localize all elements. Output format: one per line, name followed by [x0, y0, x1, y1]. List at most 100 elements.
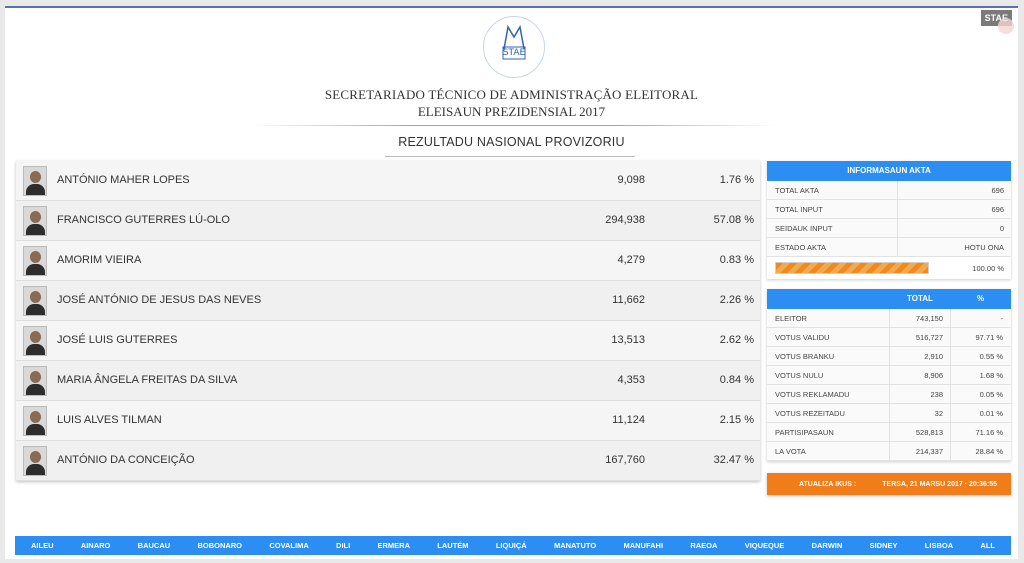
district-link[interactable]: ERMERA [377, 541, 411, 550]
candidate-name: ANTÓNIO DA CONCEIÇÃO [57, 454, 195, 466]
totals-row-total: 32 [934, 409, 943, 418]
totals-row-percent: 0.05 % [979, 390, 1003, 399]
candidate-percent: 2.26 % [719, 294, 754, 306]
akta-row-label: SEIDAUK INPUT [775, 224, 833, 233]
candidate-name: FRANCISCO GUTERRES LÚ-OLO [57, 214, 230, 226]
candidate-votes: 11,124 [612, 414, 645, 426]
totals-row-total: 214,337 [915, 447, 943, 456]
district-link[interactable]: LIQUIÇÁ [495, 541, 527, 550]
column-divider [889, 309, 890, 327]
column-divider [950, 423, 951, 441]
column-divider [889, 366, 890, 384]
candidate-votes: 4,353 [617, 374, 645, 386]
totals-row-label: VOTUS BRANKU [775, 352, 835, 361]
results-subtitle: REZULTADU NASIONAL PROVIZORIU [398, 135, 625, 149]
akta-row: TOTAL AKTA 696 [767, 181, 1011, 200]
candidate-list: ANTÓNIO MAHER LOPES 9,098 1.76 % FRANCISCO … [16, 161, 760, 481]
totals-row-total: 743,150 [915, 314, 943, 323]
totals-row: VOTUS REKLAMADU 238 0.05 % [767, 385, 1011, 404]
totals-row-label: LA VOTA [775, 447, 806, 456]
org-title: SECRETARIADO TÉCNICO DE ADMINISTRAÇÃO EL… [324, 87, 699, 102]
district-link[interactable]: RAEOA [690, 541, 718, 550]
district-link[interactable]: DILI [336, 541, 351, 550]
akta-row-value: 696 [991, 186, 1004, 195]
candidate-photo [23, 206, 47, 236]
candidate-row[interactable]: ANTÓNIO MAHER LOPES 9,098 1.76 % [16, 161, 760, 201]
totals-row-total: 2,910 [924, 352, 943, 361]
district-link[interactable]: AINARO [80, 541, 111, 550]
totals-row-label: VOTUS NULU [775, 371, 824, 380]
candidate-row[interactable]: JOSÉ ANTÓNIO DE JESUS DAS NEVES 11,662 2.2… [16, 281, 760, 321]
candidate-percent: 0.84 % [719, 374, 754, 386]
last-update-bar: ATUALIZA IKUS : TERSA, 21 MARSU 2017 · 2… [767, 473, 1011, 495]
col-pct-header: % [977, 294, 985, 303]
district-link[interactable]: BAUCAU [137, 541, 171, 550]
candidate-votes: 13,513 [611, 334, 645, 346]
column-divider [950, 366, 951, 384]
candidate-row[interactable]: AMORIM VIEIRA 4,279 0.83 % [16, 241, 760, 281]
column-divider [889, 347, 890, 365]
column-divider [950, 404, 951, 422]
totals-row: ELEITOR 743,150 - [767, 309, 1011, 328]
totals-row: VOTUS VALIDU 516,727 97.71 % [767, 328, 1011, 347]
last-update-datetime: TERSA, 21 MARSU 2017 · 20:36:55 [882, 481, 997, 488]
totals-row-label: ELEITOR [775, 314, 807, 323]
column-divider [950, 309, 951, 327]
totals-header: TOTAL % [767, 289, 1011, 309]
district-link[interactable]: MANATUTO [553, 541, 597, 550]
totals-row-percent: 0.01 % [979, 409, 1003, 418]
totals-row: VOTUS BRANKU 2,910 0.55 % [767, 347, 1011, 366]
candidate-percent: 32.47 % [713, 454, 754, 466]
akta-row-value: 696 [991, 205, 1004, 214]
totals-row-percent: 1.68 % [979, 371, 1003, 380]
progress-bar [775, 262, 929, 274]
district-link[interactable]: ALL [980, 541, 995, 550]
column-divider [950, 347, 951, 365]
candidate-votes: 294,938 [605, 214, 645, 226]
akta-row: ESTADO AKTA HOTU ONA [767, 238, 1011, 257]
totals-row-percent: 71.16 % [975, 428, 1003, 437]
candidate-votes: 4,279 [617, 254, 645, 266]
totals-panel: TOTAL % ELEITOR 743,150 - VOTUS VALIDU 516,7… [767, 289, 1011, 461]
column-divider [950, 328, 951, 346]
district-link[interactable]: DARWIN [811, 541, 843, 550]
last-update-label: ATUALIZA IKUS : [799, 481, 857, 488]
column-divider [889, 328, 890, 346]
col-total-header: TOTAL [907, 294, 933, 303]
district-link[interactable]: LISBOA [924, 541, 954, 550]
column-divider [950, 385, 951, 403]
candidate-photo [23, 366, 47, 396]
akta-panel: INFORMASAUN AKTA TOTAL AKTA 696 TOTAL INPU… [767, 161, 1011, 279]
candidate-photo [23, 286, 47, 316]
akta-row: SEIDAUK INPUT 0 [767, 219, 1011, 238]
district-link[interactable]: VIQUEQUE [744, 541, 785, 550]
candidate-row[interactable]: MARIA ÂNGELA FREITAS DA SILVA 4,353 0.84 % [16, 361, 760, 401]
candidate-votes: 9,098 [617, 174, 645, 186]
candidate-row[interactable]: LUIS ALVES TILMAN 11,124 2.15 % [16, 401, 760, 441]
stae-logo: STAE [483, 16, 545, 78]
candidate-votes: 11,662 [612, 294, 645, 306]
district-link[interactable]: BOBONARO [197, 541, 243, 550]
akta-panel-title: INFORMASAUN AKTA [767, 161, 1011, 181]
candidate-row[interactable]: ANTÓNIO DA CONCEIÇÃO 167,760 32.47 % [16, 441, 760, 481]
totals-row-percent: 28.84 % [975, 447, 1003, 456]
candidate-name: AMORIM VIEIRA [57, 254, 142, 266]
candidate-name: LUIS ALVES TILMAN [57, 414, 162, 426]
totals-row-label: VOTUS VALIDU [775, 333, 830, 342]
column-divider [897, 181, 898, 199]
district-link[interactable]: SIDNEY [869, 541, 898, 550]
district-link[interactable]: LAUTÉM [437, 541, 469, 550]
district-link[interactable]: AILEU [31, 541, 54, 550]
district-link[interactable]: MANUFAHI [623, 541, 664, 550]
totals-row: VOTUS NULU 8,906 1.68 % [767, 366, 1011, 385]
candidate-name: JOSÉ ANTÓNIO DE JESUS DAS NEVES [57, 294, 262, 306]
progress-fill [776, 263, 928, 273]
column-divider [950, 442, 951, 460]
divider [385, 156, 635, 157]
district-link[interactable]: COVALIMA [269, 541, 309, 550]
candidate-percent: 1.76 % [719, 174, 754, 186]
candidate-row[interactable]: FRANCISCO GUTERRES LÚ-OLO 294,938 57.08 % [16, 201, 760, 241]
candidate-row[interactable]: JOSÉ LUIS GUTERRES 13,513 2.62 % [16, 321, 760, 361]
logo-emblem-icon [502, 24, 526, 60]
election-title: ELEISAUN PREZIDENSIAL 2017 [417, 104, 606, 119]
